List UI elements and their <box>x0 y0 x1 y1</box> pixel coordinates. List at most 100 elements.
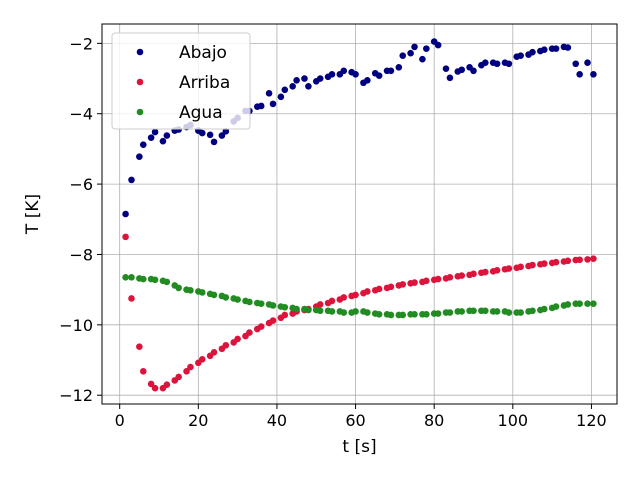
legend: Abajo Arriba Agua <box>111 32 251 130</box>
data-point <box>293 305 300 313</box>
data-point <box>328 308 336 315</box>
data-point <box>552 303 560 310</box>
data-point <box>340 294 348 301</box>
y-tick-label: −12 <box>59 386 93 405</box>
data-point <box>210 138 218 146</box>
data-point <box>576 300 583 308</box>
data-point <box>540 305 548 313</box>
data-point <box>257 323 265 330</box>
data-point <box>590 71 597 78</box>
data-point <box>375 72 383 80</box>
data-point <box>257 102 265 110</box>
data-point <box>122 233 129 241</box>
data-point <box>458 308 466 315</box>
data-point <box>446 274 454 281</box>
data-point <box>411 279 418 286</box>
data-point <box>434 310 442 317</box>
data-point <box>529 48 536 56</box>
data-point <box>122 274 129 281</box>
data-point <box>458 66 466 74</box>
data-point <box>470 270 477 278</box>
y-axis-label: T [K] <box>23 194 43 235</box>
data-point <box>387 311 395 319</box>
legend-marker <box>136 48 144 56</box>
data-point <box>128 176 135 184</box>
data-point <box>136 153 143 160</box>
data-point <box>328 71 336 78</box>
data-point <box>210 291 218 299</box>
data-point <box>584 256 591 263</box>
data-point <box>375 310 383 318</box>
data-point <box>128 295 135 302</box>
data-point <box>163 381 171 388</box>
data-point <box>305 306 312 314</box>
data-point <box>564 257 572 265</box>
data-point <box>269 317 277 324</box>
data-point <box>364 309 371 316</box>
data-point <box>147 134 155 141</box>
data-point <box>122 210 129 218</box>
data-point <box>139 275 147 283</box>
data-point <box>340 67 348 75</box>
data-point <box>564 44 572 51</box>
data-point <box>419 55 426 63</box>
data-point <box>289 82 296 90</box>
x-tick-label: 120 <box>576 411 607 430</box>
data-point <box>198 129 206 137</box>
data-point <box>446 309 454 316</box>
x-tick-label: 40 <box>267 411 287 430</box>
data-point <box>395 63 403 71</box>
x-tick-label: 0 <box>115 411 125 430</box>
data-point <box>265 90 273 97</box>
data-point <box>281 303 289 311</box>
data-point <box>281 311 289 319</box>
series-agua <box>122 274 597 319</box>
data-point <box>423 310 430 318</box>
data-point <box>552 45 560 52</box>
data-point <box>352 71 359 78</box>
data-point <box>364 288 371 295</box>
data-point <box>505 60 513 68</box>
data-point <box>128 274 135 281</box>
data-point <box>222 128 230 135</box>
data-point <box>529 307 536 315</box>
x-tick-label: 80 <box>424 411 444 430</box>
legend-box <box>111 32 251 130</box>
data-point <box>517 263 524 271</box>
data-point <box>234 296 241 303</box>
data-point <box>187 363 194 371</box>
data-point <box>493 60 501 68</box>
data-point <box>151 384 159 392</box>
x-tick-label: 100 <box>498 411 529 430</box>
data-point <box>584 59 591 67</box>
data-point <box>281 86 289 94</box>
data-point <box>175 284 182 292</box>
data-point <box>316 301 324 308</box>
data-point <box>293 76 300 84</box>
legend-label: Abajo <box>179 43 227 63</box>
x-axis-label: t [s] <box>342 437 376 457</box>
data-point <box>590 255 597 262</box>
data-point <box>218 132 226 139</box>
data-point <box>246 329 253 336</box>
data-point <box>206 131 214 139</box>
data-point <box>540 260 548 267</box>
data-point <box>234 335 241 343</box>
data-point <box>136 343 143 350</box>
data-point <box>434 41 442 49</box>
data-point <box>399 281 407 288</box>
data-point <box>564 301 572 308</box>
legend-label: Agua <box>179 103 223 123</box>
y-tick-label: −10 <box>59 316 93 335</box>
data-point <box>399 52 407 59</box>
data-point <box>163 132 171 139</box>
data-point <box>316 75 324 82</box>
data-point <box>387 283 395 291</box>
data-point <box>572 60 580 68</box>
legend-marker <box>136 78 144 86</box>
y-tick-label: −2 <box>69 34 93 53</box>
data-point <box>183 367 190 375</box>
data-point <box>147 380 155 388</box>
data-point <box>590 300 597 308</box>
